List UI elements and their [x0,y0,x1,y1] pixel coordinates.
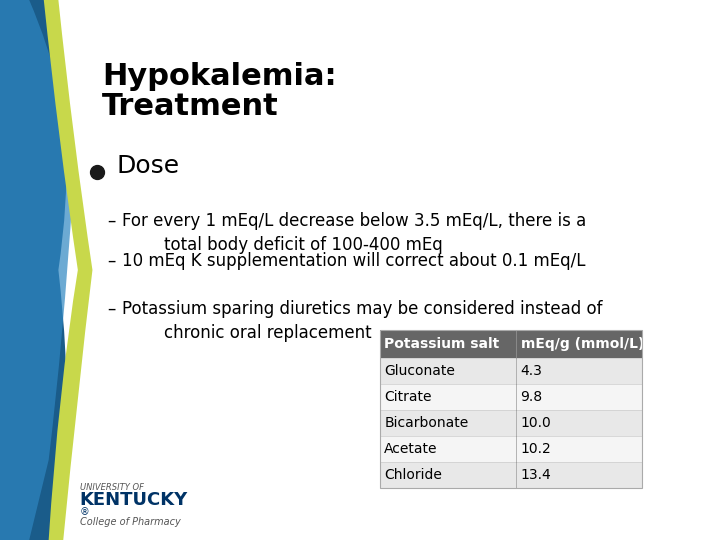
FancyBboxPatch shape [379,410,642,436]
FancyBboxPatch shape [379,358,642,384]
Text: For every 1 mEq/L decrease below 3.5 mEq/L, there is a
        total body defici: For every 1 mEq/L decrease below 3.5 mEq… [122,212,586,254]
FancyBboxPatch shape [379,436,642,462]
Text: 13.4: 13.4 [521,468,552,482]
PathPatch shape [44,0,92,540]
Text: Potassium sparing diuretics may be considered instead of
        chronic oral re: Potassium sparing diuretics may be consi… [122,300,602,342]
Text: Gluconate: Gluconate [384,364,455,378]
Text: UNIVERSITY OF: UNIVERSITY OF [80,483,144,492]
Text: 10.0: 10.0 [521,416,552,430]
Text: –: – [107,212,115,230]
Text: –: – [107,300,115,318]
Text: 10.2: 10.2 [521,442,552,456]
Text: Chloride: Chloride [384,468,442,482]
Text: –: – [107,252,115,270]
Text: Potassium salt: Potassium salt [384,337,500,351]
FancyBboxPatch shape [379,330,642,358]
Text: Dose: Dose [117,154,180,178]
PathPatch shape [0,0,67,540]
Text: Treatment: Treatment [102,92,279,121]
Text: Bicarbonate: Bicarbonate [384,416,469,430]
FancyBboxPatch shape [379,462,642,488]
Text: College of Pharmacy: College of Pharmacy [80,517,181,527]
Text: ®: ® [80,507,89,517]
Text: mEq/g (mmol/L): mEq/g (mmol/L) [521,337,644,351]
Text: 10 mEq K supplementation will correct about 0.1 mEq/L: 10 mEq K supplementation will correct ab… [122,252,585,270]
Text: Citrate: Citrate [384,390,432,404]
Text: Hypokalemia:: Hypokalemia: [102,62,337,91]
FancyBboxPatch shape [379,384,642,410]
Text: 4.3: 4.3 [521,364,542,378]
Text: Acetate: Acetate [384,442,438,456]
Text: 9.8: 9.8 [521,390,543,404]
Text: KENTUCKY: KENTUCKY [80,491,188,509]
PathPatch shape [0,0,73,540]
